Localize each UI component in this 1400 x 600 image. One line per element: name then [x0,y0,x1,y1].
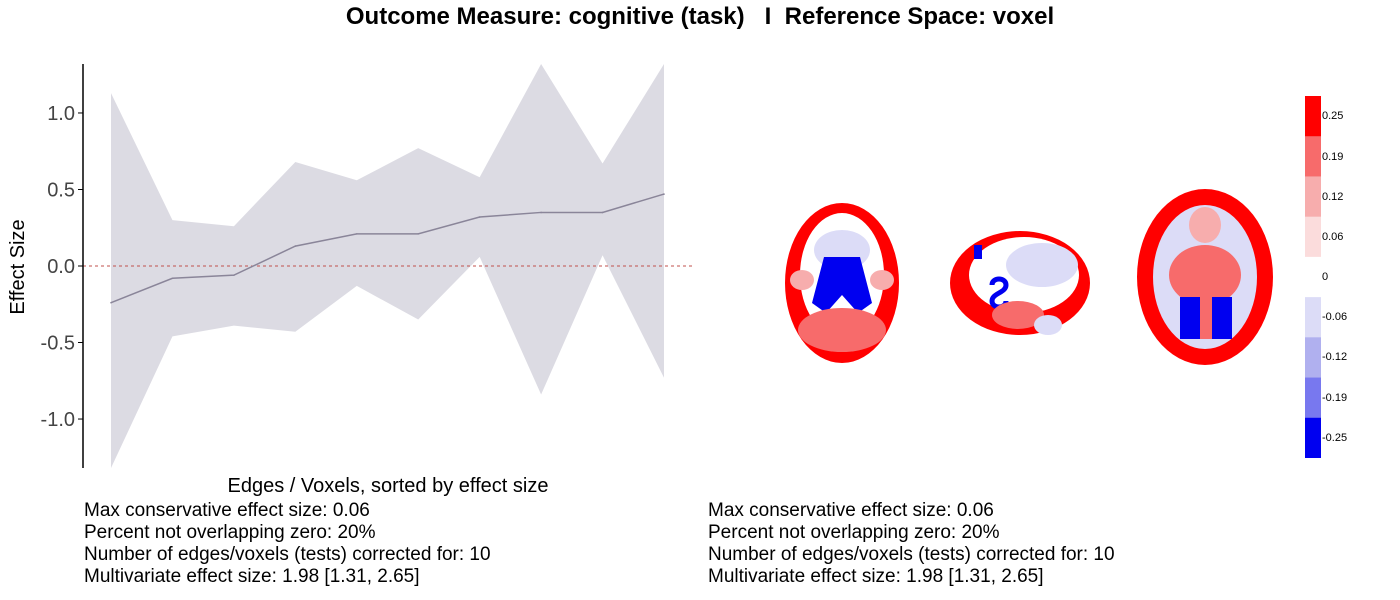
colorbar-label: 0.19 [1322,151,1344,163]
stat-line: Number of edges/voxels (tests) corrected… [84,544,491,565]
stat-line: Percent not overlapping zero: 20% [84,522,376,543]
colorbar-swatch [1305,256,1321,298]
effect-size-line [110,193,665,304]
effect-size-point [355,233,358,235]
colorbar-label: -0.25 [1322,432,1348,444]
effect-size-point [663,193,665,195]
colorbar-swatch [1305,297,1321,338]
colorbar-label: -0.12 [1322,351,1348,363]
effect-size-point [478,216,481,218]
colorbar-labels: 0.25 0.19 0.12 0.06 0 -0.06 -0.12 -0.19 … [1322,96,1362,458]
confidence-band [111,64,664,468]
y-tick-label: 0.0 [47,256,75,278]
colorbar-swatch [1305,417,1321,458]
y-tick-label: 1.0 [47,103,75,125]
stat-line: Number of edges/voxels (tests) corrected… [708,544,1115,565]
colorbar-label: 0.06 [1322,231,1344,243]
effect-size-chart: 1.0 0.5 0.0 -0.5 -1.0 Edges / Voxels, sorted… [7,64,692,497]
colorbar [1305,96,1321,458]
brain-slices [785,189,1273,365]
y-tick-label: -0.5 [41,333,75,355]
x-axis-label: Edges / Voxels, sorted by effect size [228,475,549,497]
colorbar-swatch [1305,216,1321,258]
y-tick-label: -1.0 [41,409,75,431]
stat-line: Max conservative effect size: 0.06 [84,500,370,521]
stat-line: Max conservative effect size: 0.06 [708,500,994,521]
effect-size-point [294,245,297,247]
colorbar-swatch [1305,377,1321,419]
colorbar-swatch [1305,337,1321,379]
colorbar-swatch [1305,136,1321,177]
colorbar-label: 0 [1322,271,1329,283]
sagittal-slice [950,231,1090,335]
colorbar-swatch [1305,176,1321,218]
effect-size-point [110,301,112,304]
stats-summary-left: Max conservative effect size: 0.06 Perce… [84,500,491,588]
axial-slice [1137,189,1273,365]
colorbar-label: 0.25 [1322,110,1344,122]
colorbar-swatch [1305,96,1321,137]
stat-line: Multivariate effect size: 1.98 [1.31, 2.… [708,566,1044,587]
stats-summary-right: Max conservative effect size: 0.06 Perce… [708,500,1115,588]
effect-size-point [233,274,235,276]
stat-line: Percent not overlapping zero: 20% [708,522,1000,543]
effect-size-point [171,277,174,280]
coronal-slice [785,203,899,363]
colorbar-label: 0.12 [1322,191,1344,203]
stat-line: Multivariate effect size: 1.98 [1.31, 2.… [84,566,420,587]
page-title: Outcome Measure: cognitive (task) I Refe… [345,3,1055,30]
effect-size-point [417,233,420,235]
y-axis-label: Effect Size [7,219,29,314]
colorbar-label: -0.06 [1322,311,1348,323]
colorbar-label: -0.19 [1322,392,1348,404]
effect-size-point [601,211,604,214]
effect-size-point [540,211,542,214]
y-tick-label: 0.5 [47,179,75,201]
